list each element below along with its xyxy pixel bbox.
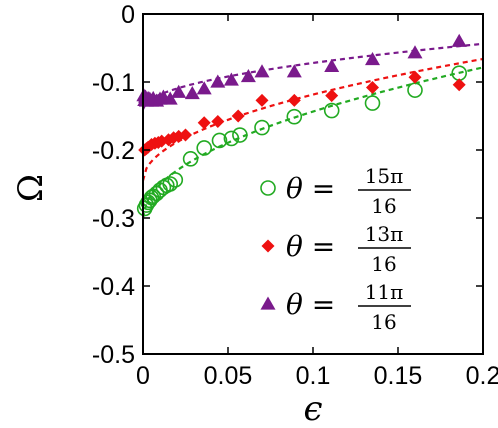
data-point — [324, 58, 340, 72]
data-point — [325, 89, 339, 103]
data-point — [196, 140, 212, 156]
data-point — [323, 102, 340, 119]
data-point — [232, 127, 248, 143]
data-point — [196, 81, 212, 95]
data-point — [179, 128, 192, 142]
data-point — [223, 130, 240, 147]
fit-curve — [141, 57, 484, 181]
data-point — [408, 70, 422, 84]
data-point — [254, 119, 270, 136]
legend: θ = 15π 16 θ = 13π 16 θ = 11π 16 — [260, 164, 411, 334]
legend-entry: θ = 13π 16 — [261, 222, 411, 276]
legend-numerator: 11π — [365, 280, 404, 304]
data-point — [211, 132, 228, 149]
legend-entry: θ = 11π 16 — [260, 280, 411, 334]
data-point — [287, 93, 301, 107]
legend-denominator: 16 — [371, 194, 396, 218]
axis-ticks — [142, 13, 484, 355]
data-point — [171, 84, 187, 98]
data-point — [240, 69, 256, 83]
data-point — [407, 45, 423, 59]
y-tick-label: 0 — [121, 1, 135, 29]
legend-denominator: 16 — [371, 310, 396, 334]
data-point — [255, 93, 269, 107]
legend-label: θ = — [286, 230, 335, 263]
legend-label: θ = — [286, 288, 335, 321]
legend-marker — [260, 180, 276, 196]
data-point — [167, 172, 184, 188]
series-triangle — [136, 33, 467, 107]
y-tick-label: -0.5 — [92, 341, 135, 369]
x-tick-label: 0.05 — [204, 362, 253, 390]
data-point — [286, 64, 302, 78]
x-tick-label: 0.15 — [374, 362, 423, 390]
y-tick-label: -0.3 — [92, 205, 135, 233]
fit-curve — [141, 66, 484, 219]
legend-entry: θ = 15π 16 — [260, 164, 411, 218]
data-point — [451, 33, 467, 47]
data-point — [162, 91, 178, 105]
series-diamond — [138, 70, 466, 157]
data-point — [211, 114, 225, 128]
x-tick-label: 0 — [136, 362, 150, 390]
data-point — [364, 95, 381, 111]
data-point — [286, 108, 303, 125]
x-axis-label: ϵ — [303, 389, 322, 428]
x-tick-label: 0.1 — [296, 362, 331, 390]
x-tick-label: 0.2 — [466, 362, 498, 390]
legend-marker — [260, 296, 276, 310]
data-point — [452, 78, 466, 92]
data-point — [162, 176, 178, 192]
y-tick-label: -0.1 — [92, 69, 135, 97]
y-axis-label: Ω — [11, 174, 51, 202]
data-point — [254, 64, 270, 78]
fit-curve — [142, 42, 484, 110]
legend-numerator: 13π — [365, 222, 404, 246]
data-points — [136, 33, 468, 217]
y-tick-label: -0.2 — [92, 137, 135, 165]
data-point — [366, 80, 379, 94]
data-point — [197, 116, 211, 130]
data-point — [231, 109, 245, 123]
data-point — [182, 151, 199, 167]
data-point — [223, 72, 239, 86]
legend-label: θ = — [286, 172, 335, 205]
y-tick-labels: 0 -0.1 -0.2 -0.3 -0.4 -0.5 — [92, 1, 135, 369]
x-tick-labels: 0 0.05 0.1 0.15 0.2 — [136, 362, 498, 390]
y-tick-label: -0.4 — [92, 273, 135, 301]
data-point — [407, 82, 423, 98]
data-point — [210, 74, 226, 88]
fit-curves — [141, 42, 484, 219]
legend-denominator: 16 — [371, 252, 396, 276]
legend-marker — [261, 239, 275, 253]
legend-numerator: 15π — [365, 164, 404, 188]
data-point — [184, 86, 200, 100]
data-point — [365, 52, 380, 66]
